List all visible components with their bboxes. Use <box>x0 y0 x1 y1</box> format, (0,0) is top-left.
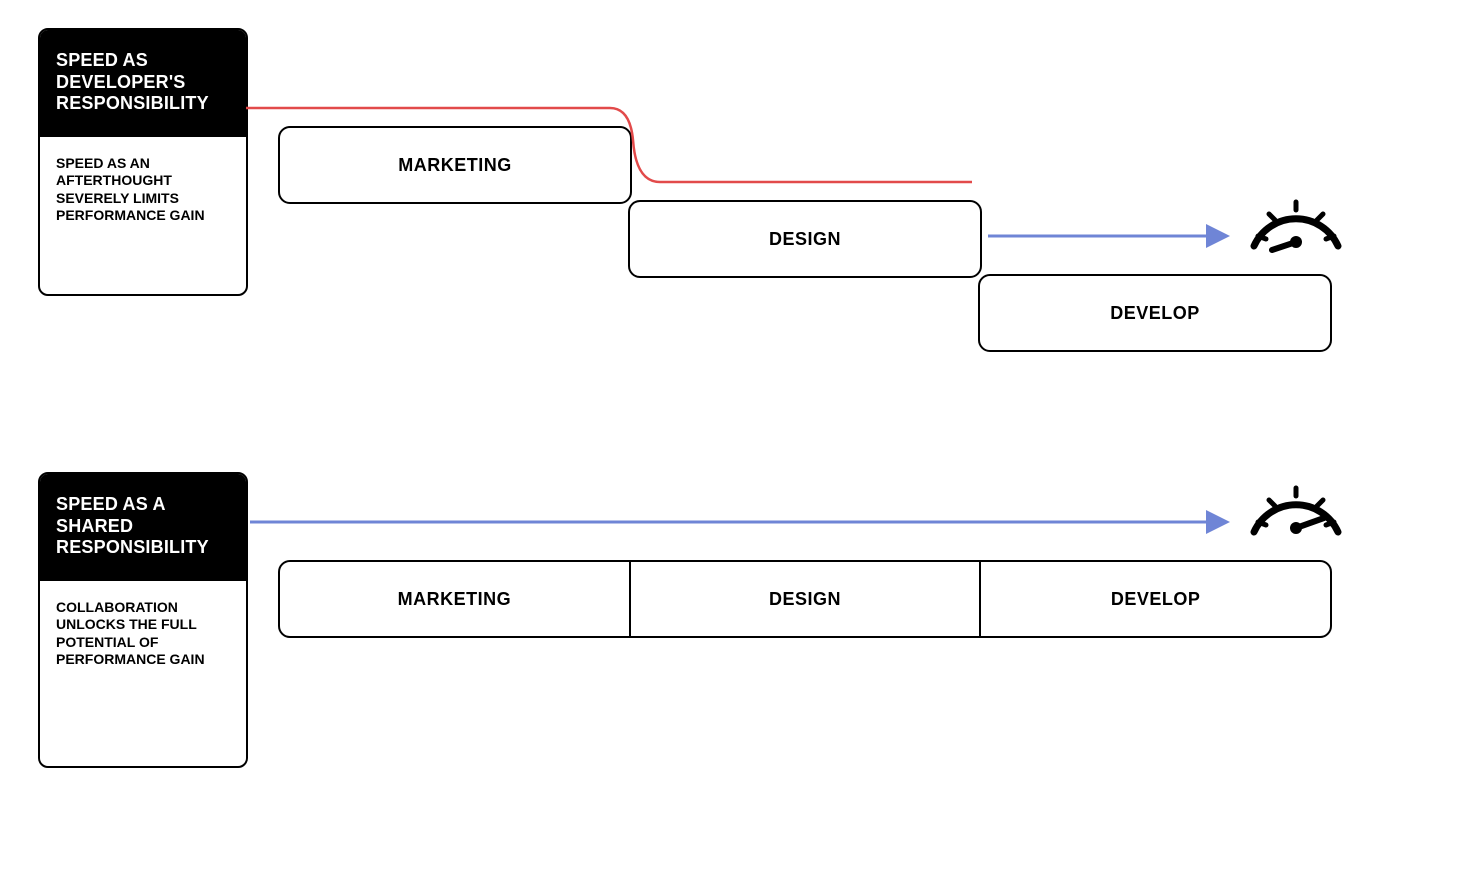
stage-label: MARKETING <box>398 589 512 610</box>
stage-label: DEVELOP <box>1111 589 1201 610</box>
stage-label: DEVELOP <box>1110 303 1200 324</box>
gauge-icon-top <box>1254 202 1338 250</box>
card-bottom: SPEED AS A SHARED RESPONSIBILITY COLLABO… <box>38 472 248 768</box>
card-top: SPEED AS DEVELOPER'S RESPONSIBILITY SPEE… <box>38 28 248 296</box>
card-top-subtitle: SPEED AS AN AFTERTHOUGHT SEVERELY LIMITS… <box>40 137 246 247</box>
stage-design-top: DESIGN <box>628 200 982 278</box>
stage-develop-bottom: DEVELOP <box>979 562 1330 636</box>
card-bottom-subtitle: COLLABORATION UNLOCKS THE FULL POTENTIAL… <box>40 581 246 691</box>
stage-marketing-top: MARKETING <box>278 126 632 204</box>
stage-marketing-bottom: MARKETING <box>280 562 629 636</box>
stage-design-bottom: DESIGN <box>629 562 980 636</box>
gauge-icon-bottom <box>1254 488 1338 534</box>
card-bottom-title: SPEED AS A SHARED RESPONSIBILITY <box>40 474 246 581</box>
card-top-title: SPEED AS DEVELOPER'S RESPONSIBILITY <box>40 30 246 137</box>
stage-label: DESIGN <box>769 229 841 250</box>
linear-stages-row: MARKETING DESIGN DEVELOP <box>278 560 1332 638</box>
stage-develop-top: DEVELOP <box>978 274 1332 352</box>
diagram-canvas: SPEED AS DEVELOPER'S RESPONSIBILITY SPEE… <box>0 0 1464 872</box>
stage-label: MARKETING <box>398 155 512 176</box>
stage-label: DESIGN <box>769 589 841 610</box>
